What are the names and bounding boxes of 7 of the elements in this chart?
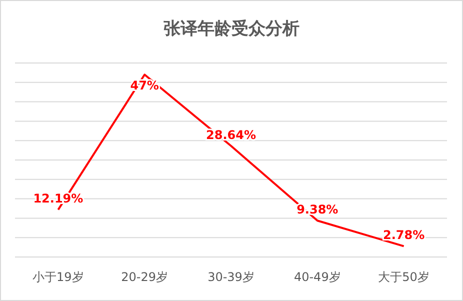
data-label: 2.78% [382,228,425,242]
x-tick-label: 30-39岁 [208,270,254,284]
x-tick-label: 小于19岁 [32,270,84,284]
x-tick-label: 20-29岁 [121,270,168,284]
x-tick-label: 大于50岁 [378,270,430,284]
x-tick-label: 40-49岁 [294,270,341,284]
chart-title: 张译年龄受众分析 [164,19,300,39]
